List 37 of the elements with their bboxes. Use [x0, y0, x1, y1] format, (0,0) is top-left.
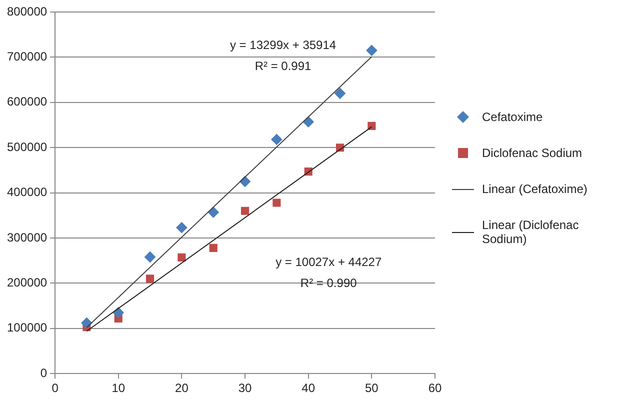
point [178, 253, 186, 262]
y-tick-label: 600000 [6, 94, 48, 109]
legend-label: Linear (Cefatoxime) [482, 182, 588, 196]
x-tick-label: 0 [52, 381, 59, 396]
y-tick-label: 800000 [6, 4, 48, 18]
point [176, 222, 188, 234]
annotation: R² = 0.990 [300, 276, 357, 290]
x-tick-label: 60 [428, 381, 442, 396]
point [144, 251, 156, 262]
y-tick-label: 700000 [6, 50, 48, 64]
x-tick-label: 30 [238, 381, 252, 396]
point [302, 116, 314, 128]
legend-label: Linear (Diclofenac Sodium) [482, 218, 580, 246]
point [240, 206, 250, 215]
point [272, 198, 281, 207]
y-tick-label: 100000 [6, 320, 48, 335]
y-tick-label: 500000 [6, 140, 48, 154]
point [209, 244, 218, 252]
x-tick-label: 10 [112, 381, 126, 396]
point [368, 122, 376, 130]
x-tick-label: 40 [302, 381, 316, 396]
x-tick-label: 20 [175, 381, 189, 396]
annotation: y = 10027x + 44227 [276, 254, 382, 268]
legend-label: Diclofenac Sodium [482, 146, 582, 160]
point [271, 134, 282, 145]
legend-label: Cefatoxime [482, 110, 543, 124]
point [334, 88, 346, 99]
y-tick-label: 200000 [6, 276, 48, 290]
x-tick-label: 50 [364, 381, 379, 396]
point [366, 44, 378, 56]
y-tick-label: 0 [40, 366, 48, 380]
annotation: y = 13299x + 35914 [230, 38, 336, 52]
annotation: R² = 0.991 [254, 59, 312, 74]
point [146, 274, 154, 283]
y-tick-label: 300000 [6, 230, 48, 244]
y-tick-label: 400000 [6, 185, 48, 200]
point [208, 206, 219, 218]
